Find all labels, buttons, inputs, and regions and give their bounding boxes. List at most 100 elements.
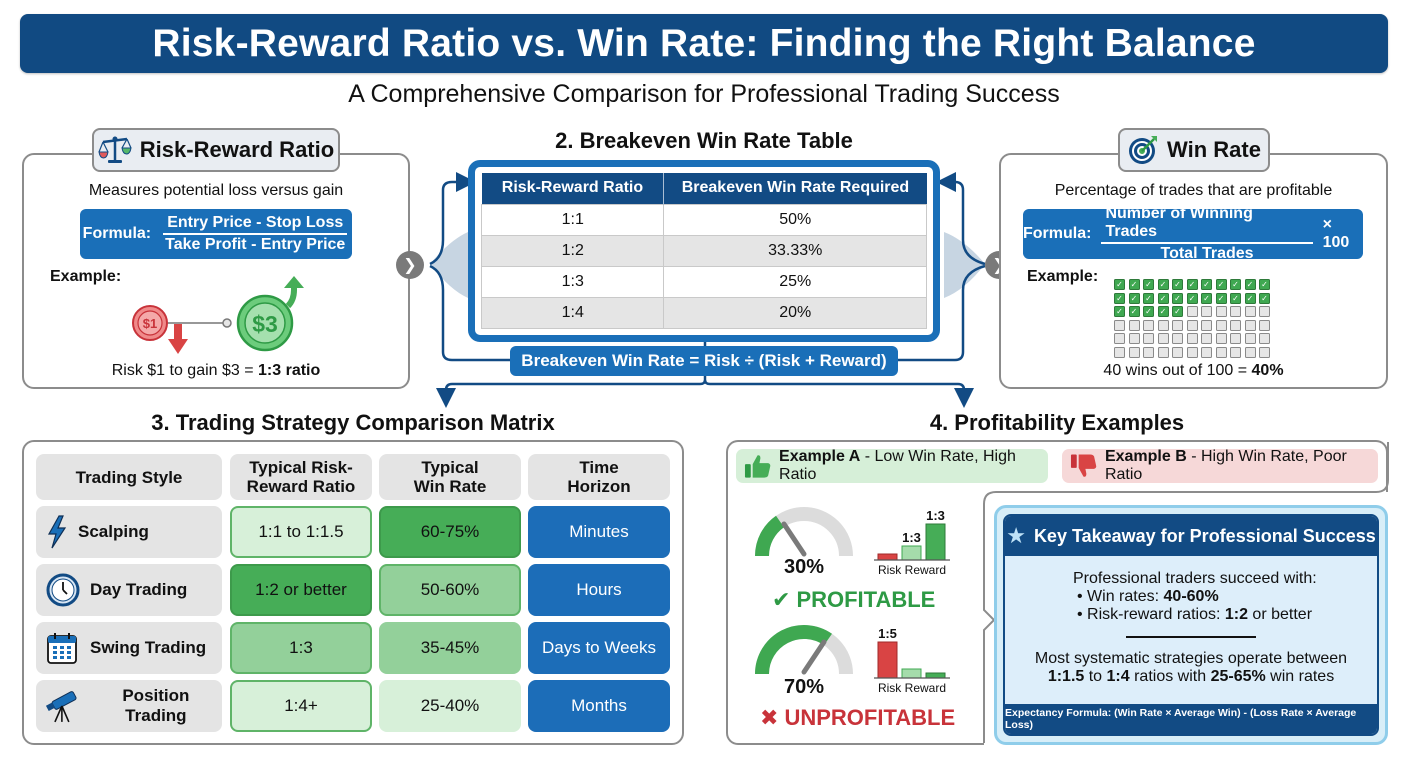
win-rate-formula: Formula: Number of Winning Trades Total … [1023, 205, 1363, 262]
breakeven-cell: 50% [663, 203, 927, 236]
gauge-case-a [754, 507, 853, 557]
risk-reward-card-title: Risk-Reward Ratio [92, 128, 340, 172]
empty-box-icon [1157, 333, 1169, 344]
matrix-section-title: 3. Trading Strategy Comparison Matrix [151, 410, 555, 435]
svg-text:$1: $1 [143, 316, 157, 331]
empty-box-icon [1244, 306, 1256, 317]
formula-numerator: Entry Price - Stop Loss [163, 214, 348, 235]
matrix-cell-win-rate: 60-75% [379, 506, 521, 558]
matrix-cell-ratio: 1:2 or better [230, 564, 372, 616]
reward-coin-icon: $3 [236, 276, 304, 352]
calendar-icon [47, 633, 77, 664]
case-a-axis-labels: Risk Reward [877, 563, 947, 577]
breakeven-cell: 25% [663, 265, 927, 298]
empty-box-icon [1230, 319, 1241, 331]
empty-box-icon [1172, 319, 1183, 331]
empty-box-icon [1230, 306, 1241, 317]
page-subtitle: A Comprehensive Comparison for Professio… [348, 80, 1060, 108]
empty-box-icon [1201, 333, 1212, 344]
ratio-cell: 1:4 [480, 296, 665, 329]
matrix-header-horizon: Time Horizon [528, 454, 670, 500]
table-row: 1:2 33.33% [480, 234, 927, 267]
matrix-row-scalping: Scalping [36, 506, 222, 558]
example-b-label: Example B - High Win Rate, Poor Ratio [1104, 448, 1347, 483]
empty-box-icon [1143, 333, 1154, 344]
risk-reward-caption: Risk $1 to gain $3 = 1:3 ratio [111, 362, 321, 379]
checked-box-icon: ✓ [1157, 292, 1169, 304]
matrix-cell-horizon: Months [528, 680, 670, 732]
matrix-cell-ratio: 1:3 [230, 622, 372, 674]
checked-box-icon: ✓ [1143, 279, 1154, 290]
empty-box-icon [1186, 346, 1198, 358]
ratio-cell: 1:2 [480, 234, 665, 267]
svg-text:1:3: 1:3 [926, 508, 945, 523]
checked-box-icon: ✓ [1259, 279, 1270, 290]
matrix-row-day-trading: Day Trading [36, 564, 222, 616]
breakeven-cell: 20% [663, 296, 927, 329]
checked-box-icon: ✓ [1201, 279, 1212, 290]
table-row: 1:3 25% [480, 265, 927, 298]
checked-box-icon: ✓ [1128, 292, 1140, 304]
empty-box-icon [1201, 306, 1212, 317]
empty-box-icon [1259, 306, 1270, 317]
formula-numerator: Number of Winning Trades [1101, 205, 1313, 244]
breakeven-table-frame: Risk-Reward Ratio Breakeven Win Rate Req… [468, 160, 940, 342]
telescope-icon [46, 691, 77, 723]
empty-box-icon [1230, 333, 1241, 344]
example-a-tag: Example A - Low Win Rate, High Ratio [736, 448, 1048, 483]
empty-box-icon [1259, 319, 1270, 331]
checked-box-icon: ✓ [1186, 279, 1198, 290]
risk-reward-card [22, 153, 410, 389]
checked-box-icon: ✓ [1157, 279, 1169, 290]
formula-denominator: Take Profit - Entry Price [165, 236, 346, 253]
checked-box-icon: ✓ [1128, 279, 1140, 290]
empty-box-icon [1215, 333, 1227, 344]
matrix-row-position-trading: Position Trading [36, 680, 222, 732]
example-b-tag: Example B - High Win Rate, Poor Ratio [1062, 448, 1378, 483]
checked-box-icon: ✓ [1201, 292, 1212, 304]
page-title: Risk-Reward Ratio vs. Win Rate: Finding … [20, 14, 1388, 73]
empty-box-icon [1143, 319, 1154, 331]
matrix-cell-horizon: Hours [528, 564, 670, 616]
profitability-card-bottom [726, 490, 984, 745]
formula-fraction: Number of Winning Trades Total Trades [1101, 205, 1313, 263]
takeaway-line-2: 1:1.5 to 1:4 ratios with 25-65% win rate… [1047, 667, 1335, 685]
x-mark-icon: ✖ [760, 705, 779, 730]
formula-fraction: Entry Price - Stop Loss Take Profit - En… [161, 214, 349, 254]
profitability-frame [983, 442, 1389, 743]
checked-box-icon: ✓ [1215, 292, 1227, 304]
checked-box-icon: ✓ [1143, 292, 1154, 304]
risk-coin-icon: $1 [132, 305, 188, 354]
checked-box-icon: ✓ [1157, 306, 1169, 317]
matrix-header-win-rate: Typical Win Rate [379, 454, 521, 500]
empty-box-icon [1244, 319, 1256, 331]
example-a-label: Example A - Low Win Rate, High Ratio [779, 448, 1016, 483]
empty-box-icon [1186, 306, 1198, 317]
empty-box-icon [1157, 319, 1169, 331]
win-rate-card-title: Win Rate [1118, 128, 1270, 172]
empty-box-icon [1172, 346, 1183, 358]
checked-box-icon: ✓ [1259, 292, 1270, 304]
checked-box-icon: ✓ [1186, 292, 1198, 304]
checked-box-icon: ✓ [1244, 292, 1256, 304]
matrix-cell-win-rate: 50-60% [379, 564, 521, 616]
key-takeaway-body: Professional traders succeed with: • Win… [1005, 556, 1377, 704]
takeaway-divider [1126, 636, 1256, 638]
svg-text:$3: $3 [252, 311, 278, 337]
risk-reward-title-text: Risk-Reward Ratio [139, 137, 335, 162]
takeaway-line-1: Most systematic strategies operate betwe… [1034, 649, 1348, 667]
empty-box-icon [1186, 319, 1198, 331]
empty-box-icon [1172, 333, 1183, 344]
checked-box-icon: ✓ [1172, 279, 1183, 290]
thumbs-up-icon [744, 455, 771, 478]
scales-icon [98, 136, 132, 163]
empty-box-icon [1201, 346, 1212, 358]
ratio-cell: 1:1 [480, 203, 665, 236]
win-rate-example-label: Example: [1027, 268, 1099, 285]
checked-box-icon: ✓ [1230, 292, 1241, 304]
matrix-cell-horizon: Minutes [528, 506, 670, 558]
formula-label: Formula: [82, 225, 152, 242]
empty-box-icon [1201, 319, 1212, 331]
expectancy-formula: Expectancy Formula: (Win Rate × Average … [1005, 704, 1377, 734]
